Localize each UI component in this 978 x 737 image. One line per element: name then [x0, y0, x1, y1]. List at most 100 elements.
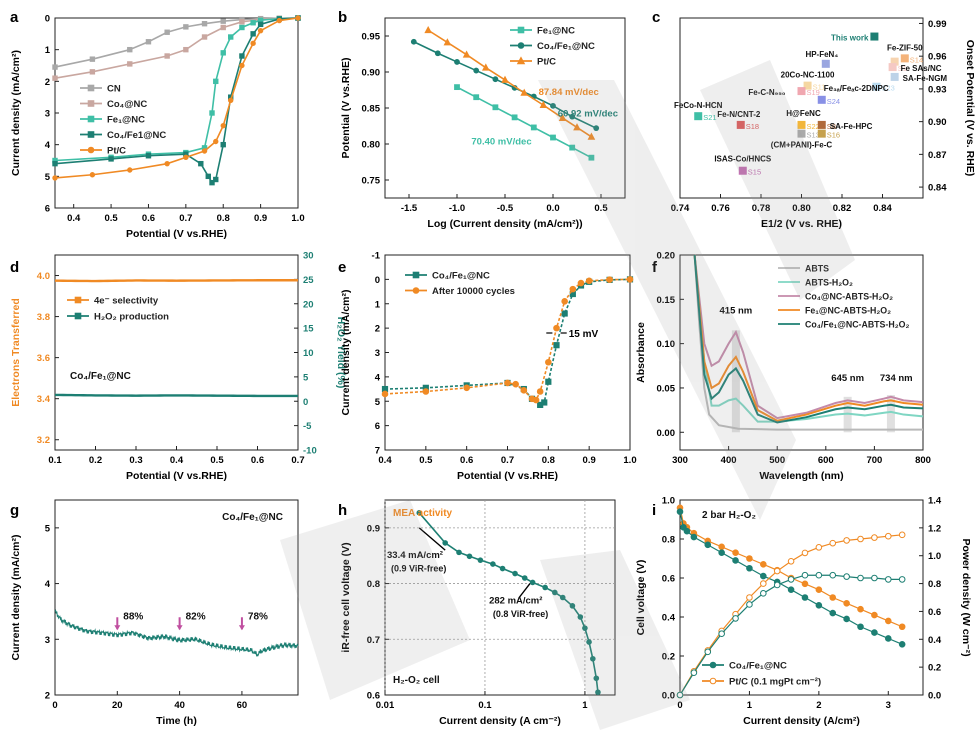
panel-h-title: MEA activity [393, 508, 453, 519]
panel-b-series-point [481, 63, 490, 71]
panel-i-cofe-voltage-point [884, 635, 892, 642]
panel-i-right-ytick-label: 0.4 [928, 635, 942, 646]
panel-g-ytick-label: 2 [45, 691, 50, 702]
panel-label-b: b [338, 9, 347, 26]
panel-b-legend-marker [517, 26, 525, 34]
panel-i-ptc-power-point [773, 567, 781, 575]
panel-i-ytick-label: 0.8 [662, 535, 675, 546]
panel-i-ylabel: Cell voltage (V) [635, 560, 647, 636]
panel-i-ptc-power-point [829, 539, 837, 547]
panel-i-xlabel: Current density (A/cm²) [743, 715, 860, 727]
panel-a-series-point [209, 179, 215, 186]
panel-i-ptc-power-point [787, 557, 795, 565]
panel-b-series-point [462, 50, 471, 58]
panel-i-xtick-label: 2 [816, 700, 821, 711]
panel-a-series-point [183, 154, 189, 161]
panel-h-point [577, 614, 584, 620]
panel-a-legend-marker [87, 131, 95, 138]
panel-a-series-point [201, 148, 208, 154]
panel-e-fresh-point [545, 378, 552, 385]
panel-i-cofe-voltage-point [676, 508, 684, 516]
panel-i-cofe-voltage-point [898, 641, 906, 648]
panel-label-a: a [10, 9, 19, 26]
panel-b-series-point [573, 123, 581, 131]
panel-i-cofe-power-point [857, 574, 864, 582]
panel-i-ylabel-right: Power density (W cm⁻²) [960, 538, 972, 656]
panel-i-cofe-voltage-point [718, 549, 725, 556]
panel-a-series-point [164, 160, 170, 167]
panel-d-h2o2-line [54, 393, 298, 398]
panel-h-annotation: 33.4 mA/cm² [387, 550, 443, 561]
panel-i-ptc-power-point [815, 544, 823, 551]
panel-c-point-tag: S1 [898, 64, 907, 73]
panel-a-series-point [257, 21, 264, 28]
panel-c-ytick-label: 0.96 [928, 52, 947, 63]
panel-b-legend-label: Fe₁@NC [537, 26, 575, 37]
panel-f-peak-band [731, 330, 740, 433]
panel-d-right-ytick-label: 10 [303, 348, 314, 359]
panel-g-frame [54, 499, 299, 696]
panel-d-ytick-label: 3.2 [37, 435, 50, 446]
panel-e-aged-point [606, 276, 613, 283]
panel-d-ytick-label: 3.8 [37, 312, 50, 323]
panel-g-inset-label: Co₄/Fe₁@NC [222, 512, 283, 523]
panel-b-slope-fe: 70.40 mV/dec [471, 137, 531, 148]
panel-g-retention-label: 88% [123, 611, 143, 622]
panel-a-series-point [108, 156, 114, 162]
panel-a-xtick-label: 1.0 [291, 213, 304, 224]
panel-d-legend-marker [74, 312, 82, 320]
panel-d-right-ytick-label: 5 [303, 372, 309, 383]
panel-e-xtick-label: 0.7 [501, 455, 514, 466]
panel-d-right-ytick-label: 30 [303, 251, 314, 262]
panel-e-aged-point [422, 388, 430, 395]
panel-a-series-point [239, 53, 245, 59]
panel-e-frame [384, 254, 631, 451]
panel-c-point-S13 [797, 129, 806, 138]
panel-label-i: i [652, 502, 656, 519]
panel-i-cofe-power-point [871, 574, 878, 582]
panel-c-point-S1 [888, 63, 897, 72]
panel-c-point-S22 [797, 120, 806, 129]
panel-i-cofe-power-point [676, 691, 684, 699]
panel-a-ylabel: Current density (mA/cm²) [10, 50, 22, 176]
panel-c-point-label: Fe-N/CNT-2 [717, 110, 761, 119]
panel-a-xtick-label: 0.9 [254, 213, 267, 224]
panel-c-point-S2 [890, 72, 899, 81]
panel-f-peak-band [886, 395, 895, 433]
panel-c-ytick-label: 0.84 [928, 183, 947, 194]
panel-a-series-point [52, 64, 58, 70]
panel-f-xtick-label: 300 [672, 455, 688, 466]
panel-a-series-point [220, 141, 226, 148]
panel-i-cofe-power-point [690, 669, 698, 677]
panel-a-ytick-label: 1 [45, 45, 51, 56]
panel-i-cofe-voltage-point [829, 609, 837, 617]
panel-a-series-point [164, 29, 170, 35]
panel-e-aged-point [545, 358, 552, 366]
panel-d-frame [54, 254, 299, 451]
panel-a-ytick-label: 5 [45, 172, 51, 183]
panel-a-series-point [220, 122, 226, 129]
panel-a-series-point [183, 24, 189, 30]
panel-c-point-tag: S24 [827, 97, 840, 106]
panel-e-xtick-label: 0.5 [419, 455, 433, 466]
panel-i-ytick-label: 0.0 [662, 691, 675, 702]
panel-f-xtick-label: 700 [866, 455, 882, 466]
panel-i-cofe-voltage-point [871, 629, 878, 636]
panel-e-legend-label: Co₄/Fe₁@NC [432, 271, 490, 282]
panel-c-point-S16 [817, 129, 826, 138]
panel-a-series-point [145, 39, 152, 45]
panel-a-series-point [220, 50, 226, 56]
panel-e-legend-marker [412, 271, 420, 279]
panel-i-ptc-power-point [760, 580, 767, 587]
panel-i-cofe-voltage-point [690, 533, 698, 541]
panel-i-ptc-power-point [801, 549, 809, 557]
panel-i-right-ytick-label: 0.2 [928, 663, 941, 674]
panel-f-legend-label: Fe₁@NC-ABTS-H₂O₂ [805, 306, 891, 316]
panel-f-ytick-label: 0.10 [657, 339, 676, 350]
panel-f-xlabel: Wavelength (nm) [759, 470, 843, 482]
panel-f-ylabel: Absorbance [635, 322, 647, 383]
panel-c-point-tag: S11 [813, 83, 826, 92]
panel-d-legend-marker [74, 296, 82, 304]
panel-c-point-S15 [738, 166, 747, 175]
panel-g-ytick-label: 4 [45, 579, 51, 590]
